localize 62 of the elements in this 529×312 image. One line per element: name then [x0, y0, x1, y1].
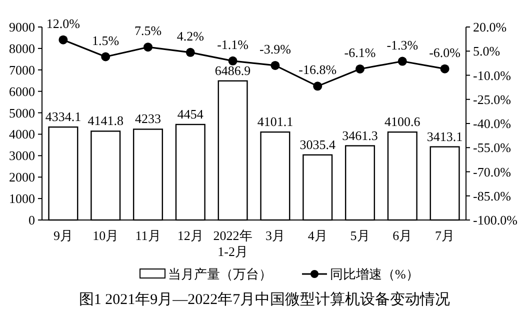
y2-tick-label: -100.0%	[473, 212, 518, 228]
text: 图1 2021年9月—2022年7月中国微型计算机设备变动情况	[78, 291, 450, 308]
legend-label: 当月产量（万台）	[168, 266, 272, 282]
x-tick-label: 12月	[177, 228, 204, 243]
data-label: 3461.3	[342, 128, 378, 143]
data-label: 7.5%	[134, 23, 162, 38]
y-tick-label: 2000	[9, 170, 35, 185]
point	[228, 56, 238, 66]
y2-tick-label: 5.0%	[473, 44, 500, 59]
x-tick-label: 10月	[92, 228, 119, 243]
point	[58, 35, 68, 44]
data-label: -6.1%	[344, 44, 376, 60]
data-label: -1.3%	[386, 37, 418, 52]
data-label: 3413.1	[426, 128, 463, 144]
y-tick-label: 9000	[9, 20, 35, 34]
data-label: 4233	[135, 111, 161, 126]
y-tick-label: 3000	[9, 148, 35, 164]
x-tick-label: 3月	[265, 228, 285, 243]
data-label: -1.1%	[217, 36, 249, 52]
y-tick-label: 8000	[9, 40, 35, 56]
x-tick-label: 7月	[435, 228, 455, 243]
x-tick-label: 2022年 1-2月	[213, 228, 252, 259]
point	[101, 52, 110, 62]
data-label: 6486.9	[214, 62, 251, 78]
y-tick-label: 7000	[9, 62, 35, 78]
point	[440, 64, 450, 74]
y-tick-label: 4000	[9, 126, 35, 142]
data-label: 4.2%	[176, 28, 204, 44]
y-tick-label: 1000	[9, 191, 35, 206]
data-label: 3035.4	[300, 136, 336, 152]
y-tick-label: 6000	[9, 84, 35, 99]
y2-tick-label: -70.0%	[473, 164, 512, 180]
point	[398, 56, 407, 66]
data-label: -16.8%	[298, 62, 337, 78]
point	[270, 60, 280, 70]
y-tick-label: 5000	[9, 105, 35, 120]
point	[186, 48, 195, 57]
y2-tick-label: -85.0%	[473, 188, 512, 204]
point	[356, 64, 364, 74]
y2-tick-label: -25.0%	[473, 92, 512, 107]
data-label: 4334.1	[45, 109, 82, 124]
data-label: -6.0%	[429, 44, 461, 60]
data-label: 4454	[177, 106, 204, 122]
data-label: 4100.6	[384, 114, 421, 130]
data-label: 4141.8	[88, 113, 124, 128]
y-tick-label: 0	[28, 212, 35, 228]
data-label: 1.5%	[92, 32, 120, 48]
data-label: 12.0%	[46, 16, 80, 31]
y2-tick-label: 20.0%	[473, 20, 507, 34]
point	[144, 42, 152, 52]
x-tick-label: 5月	[350, 228, 370, 243]
y2-tick-label: -40.0%	[473, 116, 512, 131]
x-tick-label: 6月	[392, 228, 412, 243]
data-label: -3.9%	[259, 41, 292, 56]
legend-label: 同比增速（%）	[330, 266, 419, 282]
y2-tick-label: -55.0%	[473, 140, 512, 156]
x-tick-label: 11月	[135, 228, 161, 243]
data-label: 4101.1	[257, 114, 294, 130]
x-tick-label: 9月	[53, 228, 73, 243]
y2-tick-label: -10.0%	[473, 68, 512, 83]
x-tick-label: 4月	[308, 228, 328, 243]
point	[313, 82, 322, 91]
